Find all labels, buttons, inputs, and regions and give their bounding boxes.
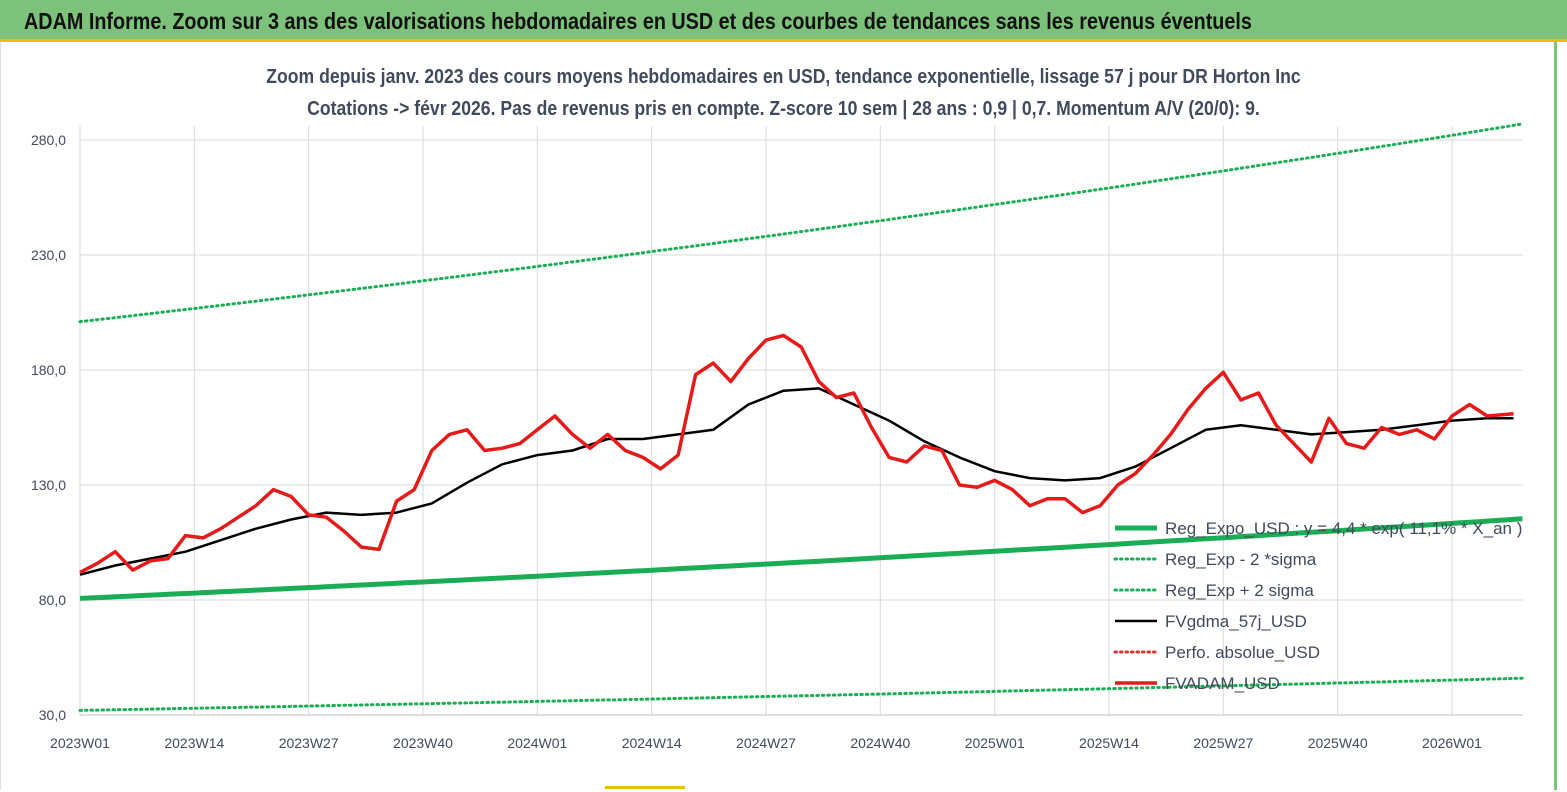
x-tick-label: 2023W40 — [393, 735, 453, 751]
y-tick-label: 30,0 — [39, 707, 66, 723]
chart-frame — [0, 42, 1557, 790]
chart-title: Zoom depuis janv. 2023 des cours moyens … — [266, 66, 1301, 88]
legend-label: FVADAM_USD — [1165, 674, 1280, 693]
series-fvadam-usd — [79, 333, 1514, 574]
x-tick-label: 2024W14 — [622, 735, 682, 751]
legend-label: Reg_Exp + 2 sigma — [1165, 581, 1314, 600]
x-tick-label: 2023W14 — [164, 735, 224, 751]
x-tick-label: 2025W01 — [965, 735, 1025, 751]
x-tick-label: 2025W40 — [1308, 735, 1368, 751]
x-tick-label: 2023W01 — [50, 735, 110, 751]
y-tick-label: 230,0 — [31, 247, 66, 263]
series-reg-exp-2-sigma — [78, 676, 1524, 712]
report-banner: ADAM Informe. Zoom sur 3 ans des valoris… — [0, 0, 1567, 42]
series-reg-expo-usd-y-4-4-exp-11-1-x-an — [79, 516, 1523, 601]
x-tick-label: 2025W27 — [1193, 735, 1253, 751]
x-tick-label: 2024W40 — [850, 735, 910, 751]
y-tick-label: 130,0 — [31, 477, 66, 493]
legend-label: Perfo. absolue_USD — [1165, 643, 1320, 662]
y-tick-label: 80,0 — [39, 592, 66, 608]
chart-subtitle: Cotations -> févr 2026. Pas de revenus p… — [307, 98, 1260, 120]
x-tick-label: 2026W01 — [1422, 735, 1482, 751]
series-reg-exp-2-sigma — [78, 122, 1524, 324]
legend-label: Reg_Exp - 2 *sigma — [1165, 550, 1317, 569]
y-tick-label: 280,0 — [31, 132, 66, 148]
series-fvgdma-57j-usd — [79, 387, 1514, 576]
y-tick-label: 180,0 — [31, 362, 66, 378]
legend-label: FVgdma_57j_USD — [1165, 612, 1307, 631]
bottom-accent — [605, 786, 685, 789]
report-title: ADAM Informe. Zoom sur 3 ans des valoris… — [24, 8, 1252, 34]
x-tick-label: 2025W14 — [1079, 735, 1139, 751]
x-tick-label: 2024W27 — [736, 735, 796, 751]
x-tick-label: 2023W27 — [279, 735, 339, 751]
legend-label: Reg_Expo_USD : y = 4,4 * exp( 11,1% * X_… — [1165, 519, 1522, 538]
x-tick-label: 2024W01 — [507, 735, 567, 751]
